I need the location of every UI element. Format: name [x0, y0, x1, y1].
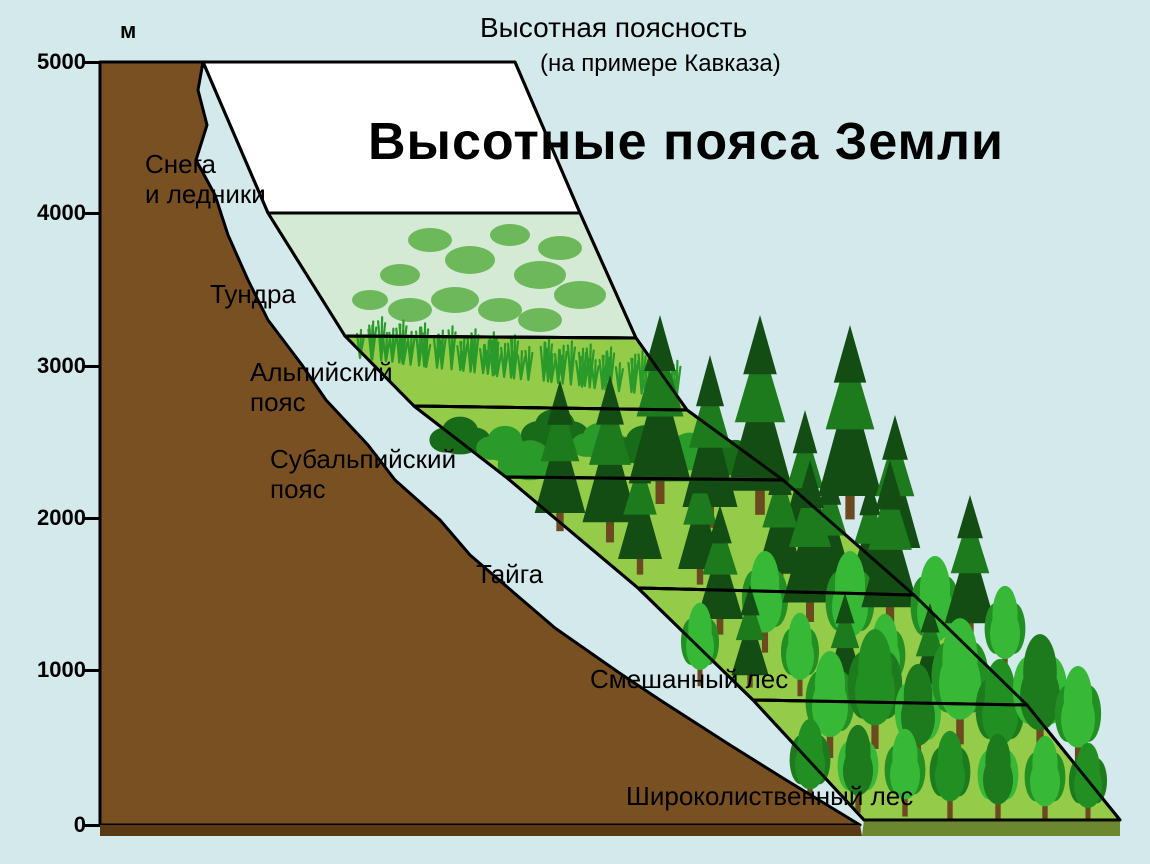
- diagram-title: Высотная поясность: [480, 12, 747, 44]
- diagram-subtitle: (на примере Кавказа): [540, 50, 781, 78]
- zone-label-taiga: Тайга: [476, 560, 543, 590]
- zone-label-broadleaf: Широколиственный лес: [626, 782, 913, 812]
- zone-label-subalpine: Субальпийскийпояс: [270, 445, 456, 505]
- tick-label: 5000: [16, 49, 86, 75]
- tick-label: 0: [16, 812, 86, 838]
- tick-label: 3000: [16, 353, 86, 379]
- axis-unit: м: [120, 18, 136, 44]
- tick-label: 2000: [16, 505, 86, 531]
- zone-label-mixed: Смешанный лес: [590, 665, 788, 695]
- zone-label-tundra: Тундра: [210, 280, 296, 310]
- zone-label-snow: Снегаи ледники: [145, 150, 266, 210]
- tick-label: 1000: [16, 657, 86, 683]
- slide-title-overlay: Высотные пояса Земли: [368, 112, 1004, 172]
- tick-label: 4000: [16, 200, 86, 226]
- zone-label-alpine: Альпийскийпояс: [250, 358, 393, 418]
